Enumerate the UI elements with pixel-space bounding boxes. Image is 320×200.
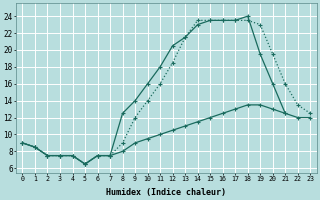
X-axis label: Humidex (Indice chaleur): Humidex (Indice chaleur) — [106, 188, 226, 197]
